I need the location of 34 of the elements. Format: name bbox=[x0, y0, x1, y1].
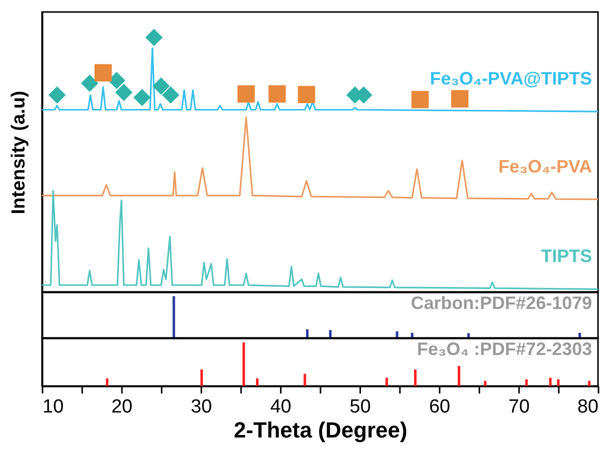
x-tick-label: 70 bbox=[508, 396, 530, 418]
point bbox=[298, 86, 316, 104]
series-label: Fe₃O₄-PVA bbox=[498, 156, 592, 176]
point bbox=[48, 86, 66, 104]
x-tick-label: 10 bbox=[42, 396, 64, 418]
x-tick-label: 60 bbox=[429, 396, 450, 418]
bar bbox=[467, 333, 470, 338]
y-axis-title: Intensity (a.u) bbox=[8, 90, 30, 214]
point bbox=[451, 90, 468, 108]
series-label: Fe₃O₄-PVA@TIPTS bbox=[430, 68, 592, 89]
x-axis-title: 2-Theta (Degree) bbox=[234, 418, 408, 442]
point bbox=[268, 85, 286, 103]
point bbox=[411, 90, 429, 108]
x-tick-label: 50 bbox=[350, 396, 371, 418]
series-label: Fe₃O₄ :PDF#72-2303 bbox=[417, 339, 592, 359]
point bbox=[80, 74, 98, 92]
bar bbox=[306, 329, 309, 338]
x-tick-label: 80 bbox=[577, 396, 598, 418]
point bbox=[94, 64, 112, 82]
point bbox=[108, 72, 126, 90]
x-tick-label: 20 bbox=[111, 396, 132, 418]
point bbox=[133, 88, 151, 106]
bar bbox=[329, 330, 332, 338]
point bbox=[237, 85, 255, 103]
series-label: TIPTS bbox=[540, 246, 592, 266]
x-tick-label: 30 bbox=[190, 396, 212, 418]
point bbox=[145, 28, 163, 46]
bar bbox=[396, 331, 398, 338]
point bbox=[152, 77, 170, 95]
point bbox=[162, 86, 180, 104]
x-tick-label: 40 bbox=[270, 396, 292, 418]
bar bbox=[172, 296, 176, 338]
series-label: Carbon:PDF#26-1079 bbox=[410, 293, 592, 313]
point bbox=[115, 84, 132, 102]
